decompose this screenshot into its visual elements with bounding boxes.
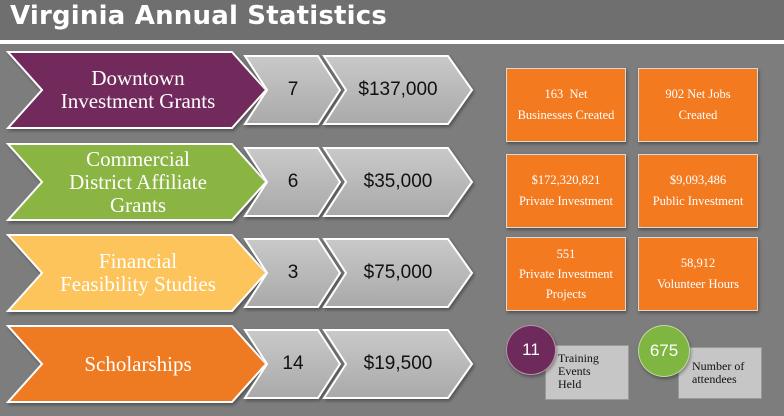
stat-public-investment-value: $9,093,486 (669, 173, 727, 187)
stat-private-investment-value: $172,320,821 (531, 173, 601, 187)
training-events-tag: Training Events Held (545, 345, 629, 400)
row-scholarships-count-arrow (243, 329, 342, 399)
row-financial-amount: $75,000 (363, 262, 433, 283)
row-commercial-amount-arrow (322, 147, 474, 217)
attendees-tag: Number of attendees (678, 347, 762, 399)
row-commercial-count-arrow (243, 147, 342, 217)
row-downtown-label: Downtown Investment Grants (60, 66, 216, 113)
stat-projects-value: 551 (556, 247, 576, 261)
row-downtown-count: 7 (287, 79, 299, 100)
title-bar: Virginia Annual Statistics (0, 0, 784, 40)
attendees-circle: 675 (638, 325, 690, 377)
stat-net-jobs: 902 Net Jobs Created (638, 68, 758, 142)
stat-private-investment: $172,320,821 Private Investment (506, 154, 626, 228)
row-financial-label-arrow (5, 234, 268, 312)
stat-public-investment-label: Public Investment (652, 194, 744, 208)
row-commercial-label: Commercial District Affiliate Grants (69, 146, 207, 217)
stat-net-businesses-label: Businesses Created (517, 108, 615, 122)
row-financial-count: 3 (287, 262, 299, 283)
row-scholarships-amount-arrow (322, 329, 474, 399)
training-events-circle: 11 (506, 325, 556, 375)
training-events-value: 11 (522, 340, 540, 359)
attendees-label: Number of attendees (692, 359, 745, 386)
row-commercial-count: 6 (287, 171, 299, 192)
stat-private-investment-projects: 551 Private Investment Projects (506, 237, 626, 311)
stat-volunteer-hours-label: Volunteer Hours (656, 277, 740, 291)
stat-public-investment: $9,093,486 Public Investment (638, 154, 758, 228)
row-financial-amount-arrow (322, 238, 474, 308)
row-financial-label: Financial Feasibility Studies (60, 249, 216, 296)
page-title: Virginia Annual Statistics (10, 1, 388, 31)
row-downtown-count-arrow (243, 55, 342, 125)
title-divider (0, 40, 784, 44)
training-events-label: Training Events Held (558, 351, 599, 391)
stat-private-investment-label: Private Investment (518, 194, 614, 208)
row-commercial-label-arrow (5, 143, 268, 221)
row-downtown-label-arrow (5, 51, 268, 129)
stat-net-jobs-value: 902 Net Jobs (665, 87, 731, 101)
row-downtown-amount-arrow (322, 55, 474, 125)
stat-projects-label-1: Private Investment (518, 267, 614, 281)
row-financial-count-arrow (243, 238, 342, 308)
stat-volunteer-hours: 58,912 Volunteer Hours (638, 237, 758, 311)
stat-net-businesses: 163 Net Businesses Created (506, 68, 626, 142)
stat-net-businesses-value: 163 Net (544, 87, 588, 101)
stat-net-jobs-label: Created (678, 108, 718, 122)
row-scholarships-label: Scholarships (84, 351, 192, 376)
row-scholarships-label-arrow (5, 325, 268, 403)
row-scholarships-count: 14 (282, 353, 304, 374)
stat-volunteer-hours-value: 58,912 (680, 256, 716, 270)
row-scholarships-amount: $19,500 (363, 353, 433, 374)
attendees-value: 675 (649, 341, 679, 360)
row-commercial-amount: $35,000 (363, 171, 433, 192)
row-downtown-amount: $137,000 (358, 79, 438, 100)
stat-projects-label-2: Projects (545, 287, 587, 301)
